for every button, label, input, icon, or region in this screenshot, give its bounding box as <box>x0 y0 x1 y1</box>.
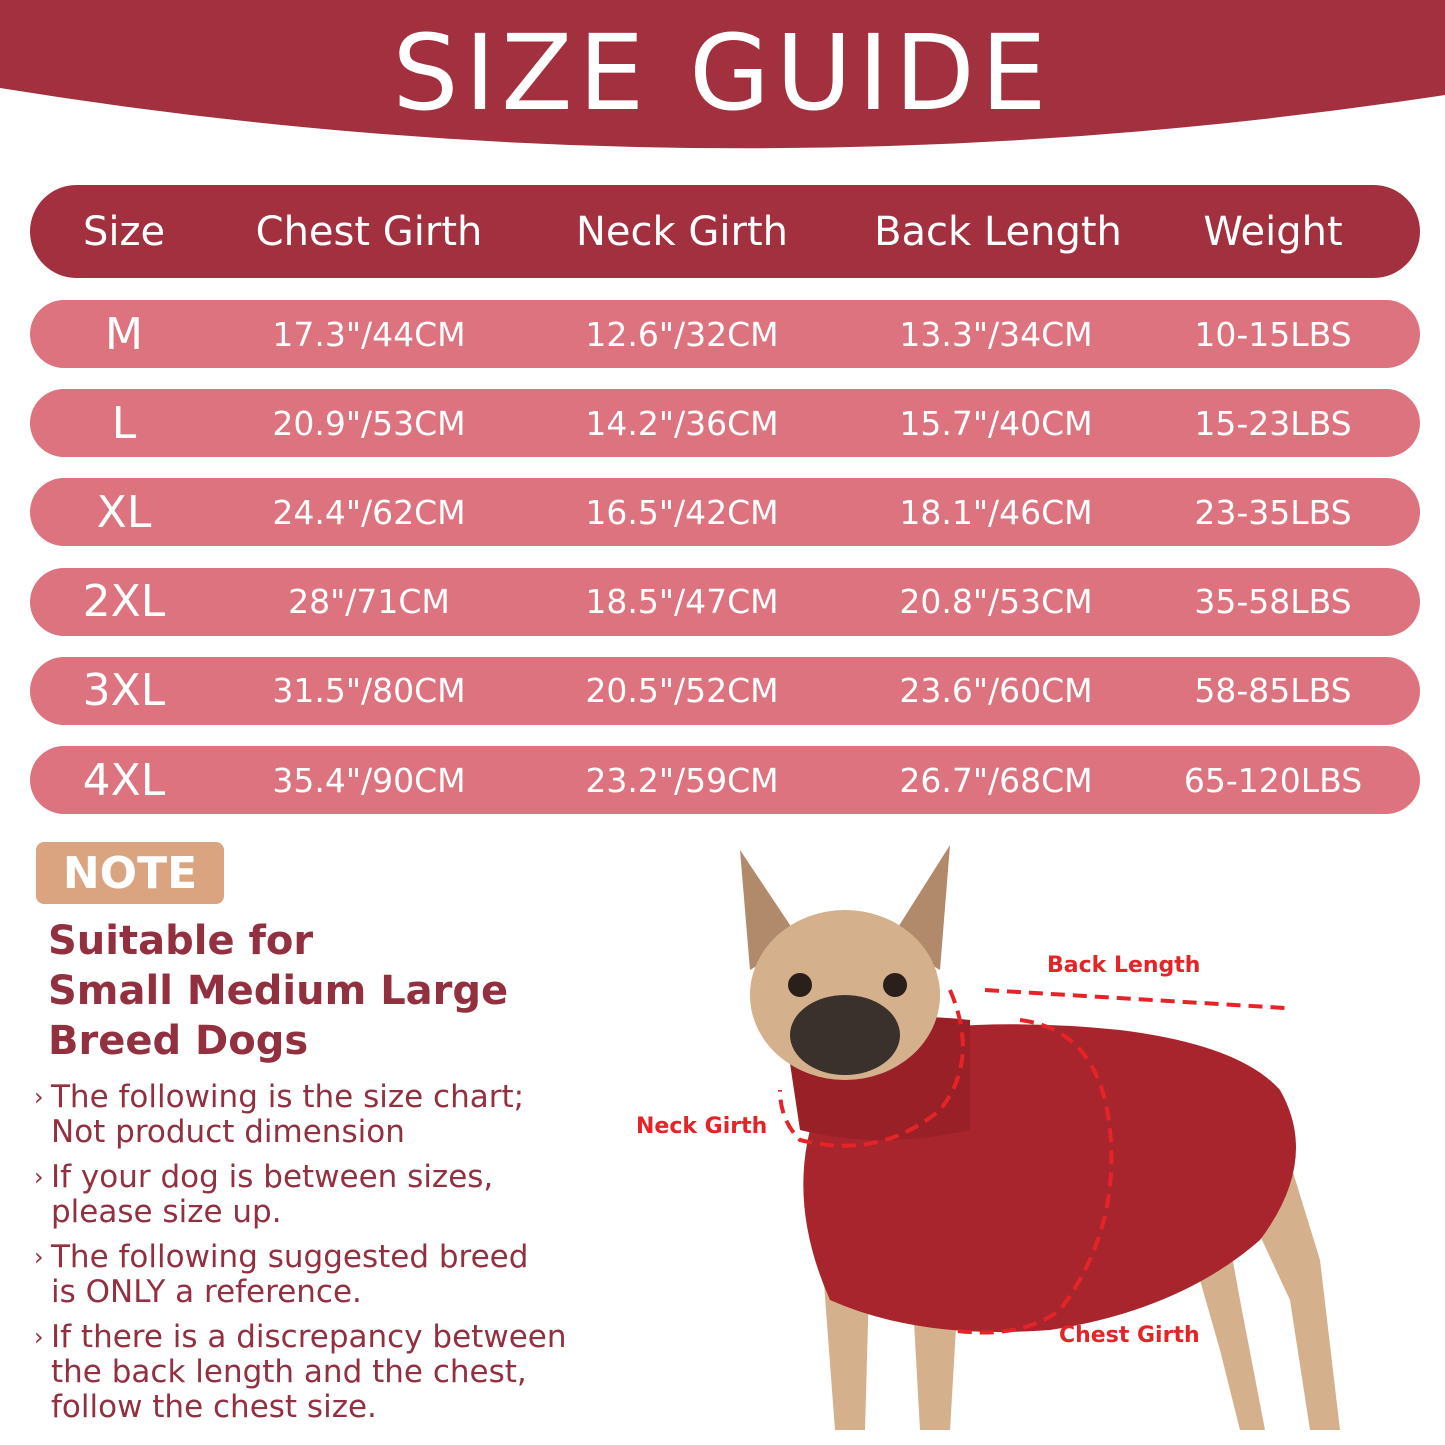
chevron-right-icon: › <box>34 1083 44 1111</box>
cell-chest-girth: 31.5"/80CM <box>272 671 466 711</box>
cell-weight: 23-35LBS <box>1194 492 1352 532</box>
cell-neck-girth: 16.5"/42CM <box>585 492 779 532</box>
cell-size: 3XL <box>82 665 166 717</box>
title-banner <box>0 0 1445 149</box>
cell-chest-girth: 28"/71CM <box>288 582 450 622</box>
cell-neck-girth: 23.2"/59CM <box>585 760 779 800</box>
suitable-headline: Suitable for Small Medium Large Breed Do… <box>48 916 508 1066</box>
measure-lines <box>778 988 1286 1335</box>
chevron-right-icon: › <box>34 1323 44 1351</box>
back-length-label: Back Length <box>1047 953 1201 978</box>
page-title: SIZE GUIDE <box>392 12 1053 134</box>
chevron-right-icon: › <box>34 1243 44 1271</box>
cell-neck-girth: 18.5"/47CM <box>585 582 779 622</box>
tip-item: › The following is the size chart; Not pr… <box>34 1079 525 1150</box>
cell-weight: 10-15LBS <box>1194 314 1352 354</box>
dog-illustration <box>740 845 1340 1430</box>
cell-size: 4XL <box>82 754 166 806</box>
header-back-length: Back Length <box>874 208 1122 255</box>
note-badge: NOTE <box>36 842 224 904</box>
table-row: M 17.3"/44CM 12.6"/32CM 13.3"/34CM 10-15LBS <box>30 300 1420 368</box>
cell-back-length: 20.8"/53CM <box>899 582 1093 622</box>
cell-weight: 35-58LBS <box>1194 582 1352 622</box>
cell-neck-girth: 20.5"/52CM <box>585 671 779 711</box>
cell-weight: 15-23LBS <box>1194 403 1352 443</box>
cell-size: L <box>111 397 137 449</box>
cell-size: XL <box>96 486 152 538</box>
header-neck-girth: Neck Girth <box>576 208 788 255</box>
table-header: Size Chest Girth Neck Girth Back Length … <box>30 185 1420 278</box>
cell-weight: 65-120LBS <box>1183 760 1363 800</box>
cell-back-length: 18.1"/46CM <box>899 492 1093 532</box>
header-size: Size <box>82 208 166 255</box>
cell-back-length: 23.6"/60CM <box>899 671 1093 711</box>
cell-back-length: 13.3"/34CM <box>899 314 1093 354</box>
table-row: 3XL 31.5"/80CM 20.5"/52CM 23.6"/60CM 58-85LB… <box>30 656 1420 725</box>
cell-chest-girth: 24.4"/62CM <box>272 492 466 532</box>
cell-back-length: 15.7"/40CM <box>899 403 1093 443</box>
headline-line: Breed Dogs <box>48 1018 309 1064</box>
cell-weight: 58-85LBS <box>1194 671 1352 711</box>
table-row: 4XL 35.4"/90CM 23.2"/59CM 26.7"/68CM 65-120L… <box>30 746 1420 814</box>
tips-list: › The following is the size chart; Not pr… <box>34 1080 566 1435</box>
cell-back-length: 26.7"/68CM <box>899 760 1093 800</box>
chevron-right-icon: › <box>34 1163 44 1191</box>
chest-girth-label: Chest Girth <box>1059 1323 1200 1348</box>
table-row: L 20.9"/53CM 14.2"/36CM 15.7"/40CM 15-23LBS <box>30 389 1420 458</box>
cell-chest-girth: 35.4"/90CM <box>272 760 466 800</box>
tip-item: › The following suggested breed is ONLY a… <box>34 1239 529 1310</box>
cell-neck-girth: 14.2"/36CM <box>585 403 779 443</box>
table-row: XL 24.4"/62CM 16.5"/42CM 18.1"/46CM 23-35LBS <box>30 478 1420 547</box>
cell-size: M <box>105 308 143 360</box>
neck-girth-label: Neck Girth <box>636 1114 768 1139</box>
table-row: 2XL 28"/71CM 18.5"/47CM 20.8"/53CM 35-58LBS <box>30 567 1420 636</box>
cell-chest-girth: 20.9"/53CM <box>272 403 466 443</box>
header-weight: Weight <box>1203 208 1343 255</box>
cell-neck-girth: 12.6"/32CM <box>585 314 779 354</box>
cell-size: 2XL <box>82 576 166 628</box>
dog-head <box>740 845 950 1080</box>
headline-line: Suitable for <box>48 918 314 964</box>
tip-item: › If there is a discrepancy between the b… <box>34 1319 567 1425</box>
headline-line: Small Medium Large <box>48 968 509 1014</box>
header-chest-girth: Chest Girth <box>255 208 483 255</box>
tip-item: › If your dog is between sizes, please si… <box>34 1159 494 1230</box>
cell-chest-girth: 17.3"/44CM <box>272 314 466 354</box>
